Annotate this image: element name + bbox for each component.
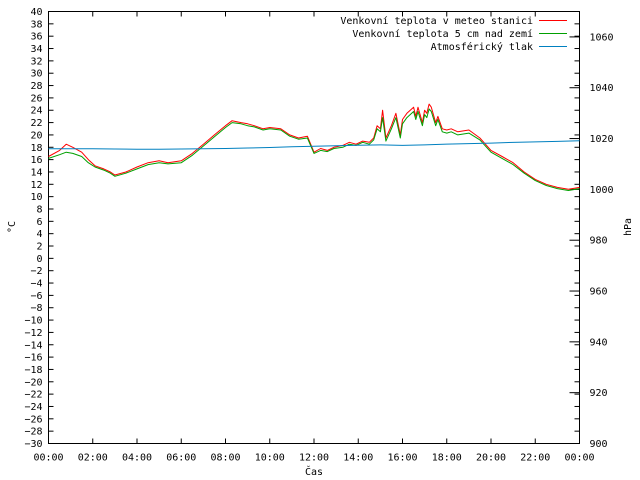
x-tick-label: 16:00 (387, 453, 417, 464)
series-lines (48, 103, 580, 191)
y2-tick-label: 900 (590, 439, 608, 450)
y-tick-label: −14 (24, 340, 42, 351)
y-tick-label: 6 (36, 217, 42, 228)
y-tick-label: 28 (30, 81, 42, 92)
y-tick-label: 2 (36, 242, 42, 253)
x-tick-label: 10:00 (255, 453, 285, 464)
x-tick-label: 18:00 (432, 453, 462, 464)
y-tick-label: −30 (24, 439, 42, 450)
y-tick-label: −20 (24, 377, 42, 388)
y2-tick-label: 960 (590, 287, 608, 298)
x-axis-title: Čas (305, 465, 323, 478)
legend-label: Venkovní teplota 5 cm nad zemí (352, 28, 533, 40)
y2-axis-title: hPa (623, 218, 634, 236)
x-tick-label: 20:00 (476, 453, 506, 464)
y2-tick-label: 1000 (590, 185, 614, 196)
y-tick-label: −26 (24, 414, 42, 425)
y-tick-label: 14 (30, 167, 42, 178)
y-axis-title: °C (7, 221, 18, 233)
y-tick-label: 26 (30, 93, 42, 104)
y2-tick-label: 940 (590, 337, 608, 348)
y-tick-label: 4 (36, 229, 42, 240)
x-tick-label: 14:00 (343, 453, 373, 464)
x-tick-label: 00:00 (33, 453, 63, 464)
x-tick-label: 22:00 (520, 453, 550, 464)
y2-tick-label: 980 (590, 236, 608, 247)
y-tick-label: 10 (30, 192, 42, 203)
y-tick-label: 8 (36, 204, 42, 215)
y-tick-label: −10 (24, 316, 42, 327)
series-line-2 (48, 108, 580, 191)
y-tick-label: 24 (30, 106, 42, 117)
x-tick-label: 02:00 (78, 453, 108, 464)
series-line-1 (48, 103, 580, 190)
y-tick-label: −2 (30, 266, 42, 277)
y-tick-label: 40 (30, 7, 42, 18)
y-tick-label: 32 (30, 56, 42, 67)
y-tick-label: 38 (30, 19, 42, 30)
y-tick-label: 0 (36, 254, 42, 265)
y-tick-label: −12 (24, 328, 42, 339)
y2-tick-label: 1020 (590, 134, 614, 145)
y-tick-label: −18 (24, 365, 42, 376)
y2-tick-label: 1060 (590, 32, 614, 43)
y-tick-label: −8 (30, 303, 42, 314)
y-tick-label: −16 (24, 353, 42, 364)
plot-border (48, 11, 580, 444)
legend-label: Atmosférický tlak (431, 41, 533, 53)
y-tick-label: 18 (30, 143, 42, 154)
series-line-3 (48, 140, 580, 150)
y2-tick-label: 920 (590, 388, 608, 399)
y-tick-label: 36 (30, 32, 42, 43)
x-tick-label: 06:00 (166, 453, 196, 464)
axis-ticks: −30−28−26−24−22−20−18−16−14−12−10−8−6−4−… (24, 7, 613, 464)
y-tick-label: 34 (30, 44, 42, 55)
y-tick-label: −28 (24, 427, 42, 438)
y-tick-label: −24 (24, 402, 42, 413)
y-tick-label: −6 (30, 291, 42, 302)
y-tick-label: 30 (30, 69, 42, 80)
legend-label: Venkovní teplota v meteo stanici (340, 15, 533, 27)
y-tick-label: 12 (30, 180, 42, 191)
x-tick-label: 08:00 (210, 453, 240, 464)
y-tick-label: −4 (30, 279, 42, 290)
x-tick-label: 00:00 (564, 453, 594, 464)
x-tick-label: 12:00 (299, 453, 329, 464)
y-tick-label: −22 (24, 390, 42, 401)
y2-tick-label: 1040 (590, 83, 614, 94)
x-tick-label: 04:00 (122, 453, 152, 464)
y-tick-label: 22 (30, 118, 42, 129)
legend: Venkovní teplota v meteo staniciVenkovní… (340, 15, 567, 53)
y-tick-label: 16 (30, 155, 42, 166)
y-tick-label: 20 (30, 130, 42, 141)
